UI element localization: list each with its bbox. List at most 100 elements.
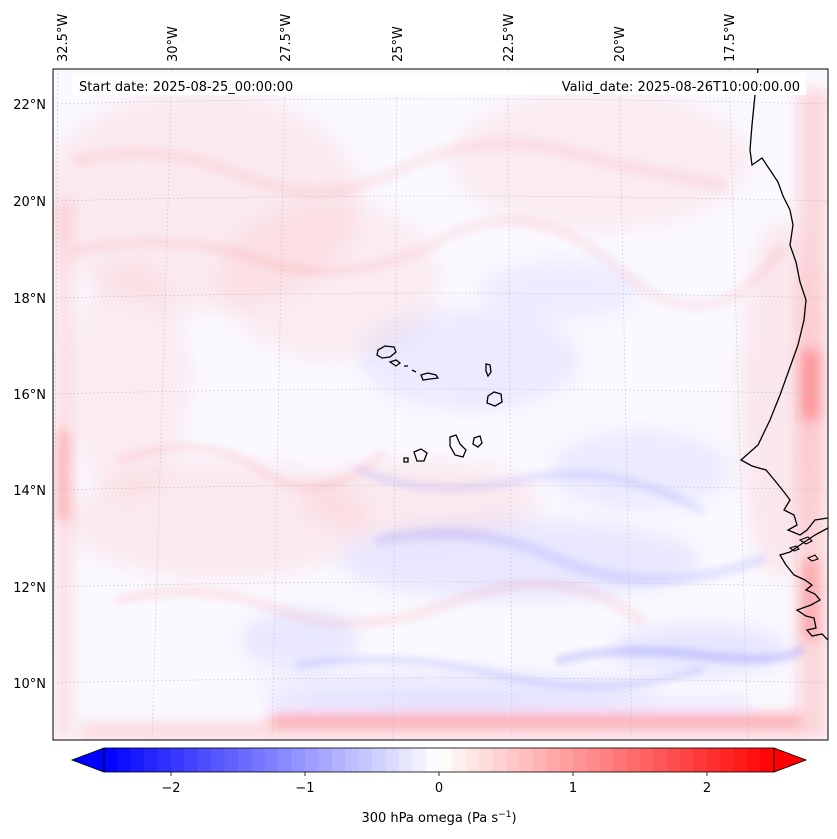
valid-date-label: Valid_date: 2025-08-26T10:00:00.00 xyxy=(562,80,800,95)
colorbar-cell xyxy=(573,748,587,772)
colorbar-cell xyxy=(425,748,440,772)
parallel-22n xyxy=(53,98,828,105)
colorbar-cell xyxy=(104,748,118,772)
colorbar-cell xyxy=(144,748,159,772)
colorbar-cell xyxy=(465,748,480,772)
lat-label: 22°N xyxy=(13,98,46,113)
parallel-18n xyxy=(53,292,828,299)
colorbar-cell xyxy=(680,748,695,772)
date-header-box xyxy=(72,73,806,95)
colorbar-cell xyxy=(546,748,561,772)
lon-label: 17.5°W xyxy=(723,14,738,62)
island-sal xyxy=(485,363,492,378)
parallel-14n xyxy=(53,484,828,491)
omega-wave-bands xyxy=(73,136,805,691)
colorbar-ticks: −2 −1 0 1 2 xyxy=(161,772,711,796)
colorbar-cell xyxy=(157,748,172,772)
lon-label: 30°W xyxy=(166,26,181,62)
lat-label: 18°N xyxy=(13,292,46,307)
colorbar-cell xyxy=(398,748,413,772)
colorbar-extend-max xyxy=(773,747,808,773)
colorbar-cell xyxy=(452,748,467,772)
parallel-20n xyxy=(53,195,828,202)
colorbar-cell xyxy=(224,748,239,772)
colorbar-cell xyxy=(733,748,748,772)
lon-label: 22.5°W xyxy=(502,14,517,62)
island-boa-vista xyxy=(486,391,503,407)
africa-coastline-guinea xyxy=(779,527,828,641)
colorbar-cell xyxy=(372,748,386,772)
colorbar-cell xyxy=(412,748,427,772)
colorbar-cell xyxy=(264,748,279,772)
lon-label: 20°W xyxy=(613,26,628,62)
island-maio xyxy=(472,435,483,448)
island-sao-nicolau xyxy=(411,369,440,381)
colorbar-cell xyxy=(331,748,346,772)
colorbar-extend-min xyxy=(70,747,105,773)
island-santo-antao xyxy=(376,345,397,359)
lat-label: 10°N xyxy=(13,677,46,692)
colorbar-cell xyxy=(747,748,762,772)
colorbar-cell xyxy=(653,748,668,772)
colorbar-cell xyxy=(559,748,574,772)
omega-boundary-strips xyxy=(55,90,828,740)
island-fogo xyxy=(413,448,428,462)
colorbar-cell xyxy=(117,748,132,772)
colorbar-cell xyxy=(532,748,547,772)
colorbar-cell xyxy=(693,748,708,772)
colorbar-cell xyxy=(613,748,628,772)
colorbar-cell xyxy=(318,748,333,772)
parallel-16n xyxy=(53,388,828,395)
colorbar-cell xyxy=(599,748,614,772)
lon-label: 27.5°W xyxy=(279,14,294,62)
colorbar-cell xyxy=(492,748,507,772)
cape-verde-islands xyxy=(376,345,503,463)
map-frame xyxy=(52,68,829,741)
colorbar-cell xyxy=(720,748,735,772)
colorbar-cell xyxy=(211,748,226,772)
parallel-10n xyxy=(53,677,828,684)
lon-label: 25°W xyxy=(391,26,406,62)
island-santiago xyxy=(449,434,467,458)
colorbar-cell xyxy=(760,748,775,772)
island-sao-vicente xyxy=(388,359,402,367)
colorbar-cell xyxy=(130,748,145,772)
colorbar: −2 −1 0 1 2 300 hPa omega (Pa s−1) xyxy=(70,747,808,826)
colorbar-cell xyxy=(439,748,453,772)
bissagos-islands xyxy=(788,536,819,562)
colorbar-cell xyxy=(305,748,319,772)
colorbar-cell xyxy=(666,748,681,772)
lat-label: 16°N xyxy=(13,388,46,403)
colorbar-cell xyxy=(586,748,601,772)
colorbar-cell xyxy=(184,748,199,772)
colorbar-cell xyxy=(251,748,266,772)
island-brava xyxy=(403,457,409,463)
colorbar-cell xyxy=(707,748,721,772)
colorbar-cell xyxy=(171,748,185,772)
start-date-label: Start date: 2025-08-25_00:00:00 xyxy=(79,80,293,95)
lat-label: 20°N xyxy=(13,195,46,210)
parallel-12n xyxy=(53,581,828,588)
longitude-labels: 32.5°W 30°W 27.5°W 25°W 22.5°W 20°W 17.5… xyxy=(56,14,738,62)
graticule xyxy=(53,69,828,740)
colorbar-cell xyxy=(291,748,306,772)
colorbar-cell xyxy=(238,748,252,772)
colorbar-tick-label: 0 xyxy=(435,781,443,796)
africa-coastline xyxy=(739,69,828,536)
colorbar-tick-label: 1 xyxy=(569,781,577,796)
colorbar-cell xyxy=(479,748,494,772)
colorbar-cell xyxy=(197,748,212,772)
lon-label: 32.5°W xyxy=(56,14,71,62)
colorbar-cell xyxy=(345,748,360,772)
colorbar-tick-label: −1 xyxy=(295,781,314,796)
colorbar-cells xyxy=(104,748,775,772)
colorbar-cell xyxy=(519,748,534,772)
colorbar-cell xyxy=(358,748,373,772)
colorbar-cell xyxy=(278,748,293,772)
map-panel xyxy=(53,69,828,740)
colorbar-cell xyxy=(640,748,654,772)
lat-label: 14°N xyxy=(13,484,46,499)
colorbar-label: 300 hPa omega (Pa s−1) xyxy=(361,810,516,826)
colorbar-tick-label: −2 xyxy=(161,781,180,796)
